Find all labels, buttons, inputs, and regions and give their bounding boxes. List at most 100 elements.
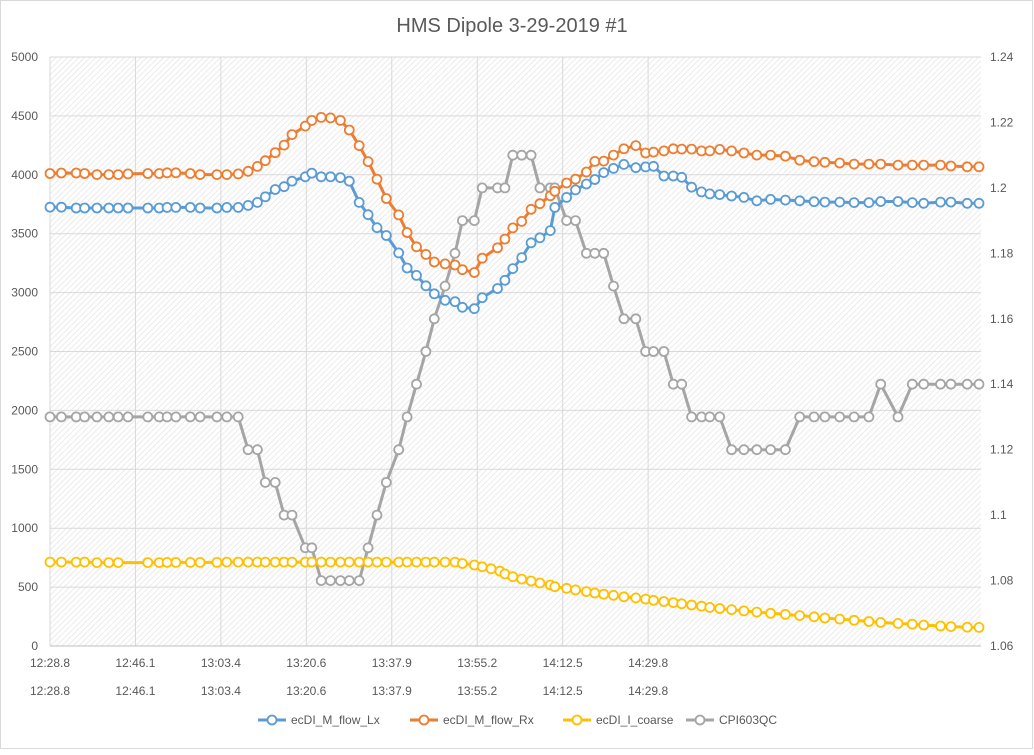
data-point [525, 237, 537, 249]
data-point [570, 584, 581, 596]
data-point [658, 346, 670, 357]
data-point [549, 185, 561, 197]
data-point [269, 556, 281, 568]
data-point [221, 201, 233, 213]
data-point [91, 202, 103, 214]
x-tick-label-row2: 13:55.2 [457, 684, 497, 698]
data-point [961, 621, 973, 633]
x-tick-label-row2: 14:12.5 [543, 684, 583, 698]
data-point [848, 411, 860, 423]
data-point [726, 190, 737, 202]
data-point [686, 411, 697, 423]
data-point [112, 411, 124, 423]
y-left-tick-label: 5000 [11, 50, 38, 64]
data-point [534, 232, 546, 244]
data-point [780, 194, 791, 206]
data-point [918, 159, 930, 171]
data-point [428, 313, 440, 325]
y-left-tick-label: 3000 [11, 286, 38, 300]
data-point [648, 594, 659, 606]
data-point [726, 604, 737, 616]
data-point [428, 256, 440, 268]
data-point [561, 582, 572, 594]
data-point [242, 165, 254, 177]
data-point [142, 202, 154, 214]
data-point [598, 167, 610, 179]
data-point [269, 184, 281, 195]
data-point [973, 622, 985, 633]
y-right-tick-label: 1.14 [990, 377, 1014, 391]
data-point [184, 411, 196, 423]
data-point [738, 191, 750, 203]
data-point [334, 115, 346, 126]
data-point [507, 263, 519, 275]
x-tick-label: 14:29.8 [628, 656, 668, 670]
data-point [103, 202, 115, 214]
data-point [439, 556, 451, 568]
legend-item-ecDI_M_flow_Rx: ecDI_M_flow_Rx [410, 713, 534, 727]
data-point [819, 612, 831, 624]
data-point [658, 596, 670, 607]
data-point [819, 411, 831, 423]
data-point [44, 411, 56, 423]
data-point [221, 411, 233, 423]
legend-swatch-marker [571, 714, 583, 726]
data-point [211, 169, 223, 181]
y-left-tick-label: 0 [31, 639, 38, 653]
data-point [834, 613, 846, 625]
data-point [819, 156, 831, 168]
grid-lines [49, 56, 981, 647]
data-point [906, 618, 918, 630]
data-point [476, 561, 488, 573]
y-left-tick-label: 4500 [11, 109, 38, 123]
data-point [726, 145, 737, 157]
data-point [242, 556, 254, 568]
data-point [343, 556, 355, 568]
data-point [411, 269, 422, 281]
data-point [973, 161, 985, 173]
data-point [648, 346, 659, 357]
data-point [468, 267, 480, 278]
data-point [420, 248, 432, 260]
data-point [380, 476, 392, 488]
series-layer [44, 112, 985, 633]
data-point [420, 280, 432, 292]
data-point [875, 196, 887, 207]
data-point [380, 230, 392, 241]
y-right-tick-label: 1.16 [990, 312, 1014, 326]
data-point [315, 556, 327, 568]
data-point [608, 162, 619, 174]
data-point [704, 188, 716, 200]
data-point [122, 202, 134, 214]
data-point [278, 181, 290, 193]
data-point [91, 557, 103, 568]
data-point [848, 197, 860, 209]
data-point [589, 247, 601, 259]
data-point [794, 154, 806, 166]
data-point [875, 378, 887, 390]
data-point [630, 592, 642, 604]
data-point [704, 145, 716, 157]
x-tick-label-row2: 13:37.9 [372, 684, 412, 698]
data-point [516, 149, 528, 161]
data-point [232, 411, 244, 423]
x-tick-label: 12:46.1 [115, 656, 155, 670]
data-point [961, 197, 973, 209]
data-point [468, 215, 480, 227]
data-point [738, 444, 750, 456]
data-point [714, 189, 726, 201]
data-point [325, 171, 336, 183]
data-point [726, 444, 737, 456]
data-point [79, 202, 90, 214]
data-point [598, 588, 610, 600]
data-point [918, 619, 930, 631]
data-point [306, 167, 318, 179]
data-point [751, 606, 763, 618]
data-point [122, 411, 134, 423]
data-point [808, 156, 820, 168]
axes: 0 500 1000 1500 2000 2500 3000 3500 4000 4500 5000… [11, 50, 1013, 698]
y-right-tick-label: 1.22 [990, 115, 1014, 129]
data-point [362, 542, 374, 554]
data-point [676, 378, 688, 390]
data-point [170, 167, 182, 179]
